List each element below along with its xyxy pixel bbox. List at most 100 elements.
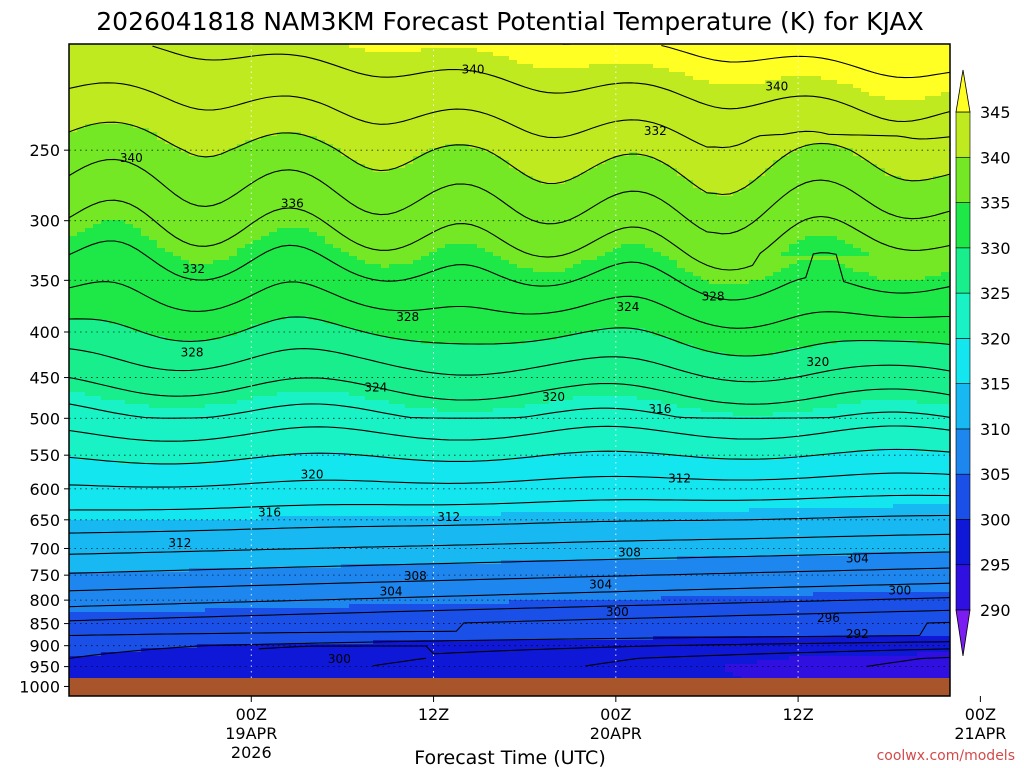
y-tick-label-400: 400: [29, 323, 60, 342]
watermark: coolwx.com/models: [877, 748, 1015, 764]
fill-cell: [485, 252, 494, 345]
colorbar-swatch-320: [955, 292, 971, 339]
fill-cell: [885, 44, 894, 101]
fill-cell: [85, 396, 94, 461]
fill-cell: [701, 556, 710, 597]
fill-cell: [477, 44, 486, 53]
contour-lines: [69, 44, 950, 667]
fill-cell: [357, 564, 366, 605]
fill-cell: [373, 52, 382, 173]
fill-cell: [213, 520, 222, 569]
fill-cell: [517, 600, 526, 641]
fill-cell: [797, 596, 806, 637]
fill-cell: [517, 172, 526, 269]
fill-cell: [869, 164, 878, 277]
contour-line-306: [69, 582, 950, 608]
fill-cell: [493, 516, 502, 565]
fill-cell: [477, 344, 486, 413]
fill-cell: [333, 516, 342, 569]
fill-cell: [469, 344, 478, 413]
fill-cell: [741, 284, 750, 357]
fill-cell: [237, 568, 246, 609]
fill-cell: [885, 552, 894, 593]
fill-cell: [333, 644, 342, 696]
fill-cell: [629, 152, 638, 245]
fill-cell: [573, 512, 582, 561]
fill-cell: [237, 520, 246, 569]
fill-cell: [117, 612, 126, 653]
fill-cell: [773, 80, 782, 161]
fill-cell: [813, 76, 822, 145]
fill-cell: [845, 268, 854, 341]
fill-cell: [589, 332, 598, 397]
colorbar-label-330: 330: [980, 239, 1011, 258]
fill-cell: [829, 452, 838, 509]
fill-cell: [717, 352, 726, 413]
fill-cell: [181, 152, 190, 261]
fill-cell: [725, 512, 734, 557]
fill-cell: [805, 76, 814, 145]
colorbar-label-325: 325: [980, 284, 1011, 303]
fill-cell: [469, 44, 478, 49]
fill-cell: [573, 396, 582, 453]
contour-label-300: 300: [888, 583, 911, 597]
fill-cell: [269, 456, 278, 517]
fill-cell: [637, 640, 646, 696]
fill-cell: [653, 68, 662, 161]
fill-cell: [837, 84, 846, 149]
fill-cell: [181, 340, 190, 409]
fill-cell: [821, 344, 830, 409]
x-tick-label-00Z: 00Z: [600, 705, 631, 724]
fill-cell: [269, 232, 278, 321]
fill-cell: [853, 340, 862, 405]
colorbar-label-300: 300: [980, 510, 1011, 529]
fill-cell: [533, 640, 542, 696]
fill-cell: [461, 460, 470, 517]
fill-cell: [941, 592, 950, 637]
colorbar-label-320: 320: [980, 329, 1011, 348]
fill-cell: [397, 44, 406, 53]
fill-cell: [517, 268, 526, 345]
fill-cell: [293, 228, 302, 317]
fill-cell: [925, 180, 934, 277]
fill-cell: [925, 44, 934, 97]
fill-cell: [765, 80, 774, 169]
fill-cell: [901, 448, 910, 505]
fill-cell: [93, 520, 102, 573]
fill-cell: [261, 516, 270, 569]
fill-cell: [69, 320, 78, 393]
fill-cell: [853, 508, 862, 553]
fill-cell: [101, 460, 110, 521]
fill-cell: [813, 256, 822, 261]
fill-cell: [149, 612, 158, 649]
fill-cell: [629, 560, 638, 601]
fill-cell: [917, 180, 926, 281]
fill-cell: [501, 640, 510, 696]
fill-cell: [253, 240, 262, 325]
fill-cell: [525, 404, 534, 457]
fill-cell: [213, 340, 222, 405]
fill-cell: [837, 240, 846, 257]
fill-cell: [605, 640, 614, 696]
fill-cell: [533, 44, 542, 69]
fill-cell: [469, 640, 478, 696]
fill-cell: [789, 264, 798, 349]
fill-cell: [93, 396, 102, 461]
fill-cell: [101, 220, 110, 321]
fill-cell: [237, 608, 246, 645]
fill-cell: [581, 172, 590, 261]
fill-cell: [437, 516, 446, 565]
fill-cell: [941, 636, 950, 653]
fill-cell: [885, 508, 894, 553]
fill-cell: [117, 124, 126, 221]
colorbar-label-340: 340: [980, 148, 1011, 167]
fill-cell: [333, 148, 342, 249]
fill-cell: [765, 168, 774, 277]
fill-cell: [357, 516, 366, 565]
fill-cell: [93, 656, 102, 696]
y-axis: 250 300 350 400 450 500 550 600 650 700 750 800 850 9…: [19, 141, 69, 696]
fill-cell: [821, 236, 830, 257]
fill-cell: [741, 596, 750, 637]
fill-cell: [789, 412, 798, 457]
fill-cell: [301, 516, 310, 569]
